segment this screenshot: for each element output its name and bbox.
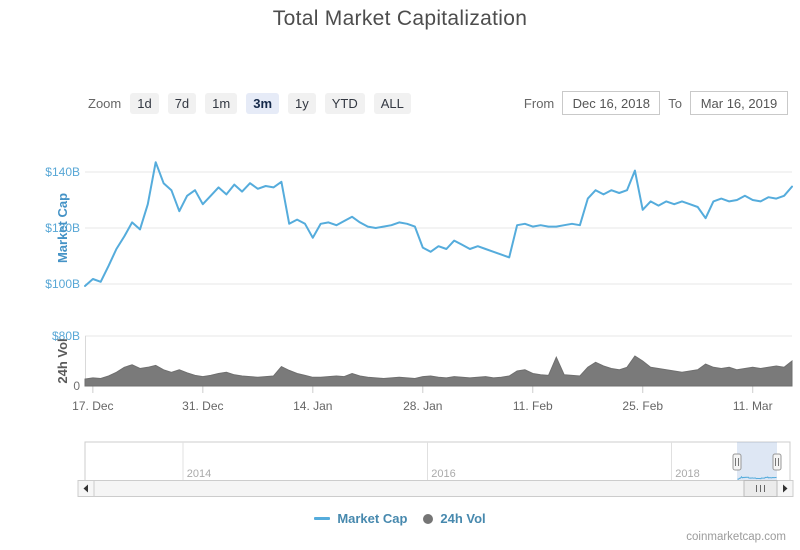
date-range-group: From To xyxy=(516,91,788,115)
legend-item-market-cap[interactable]: Market Cap xyxy=(314,511,407,526)
legend-label: Market Cap xyxy=(337,511,408,526)
zoom-buttons: 1d 7d 1m 3m 1y YTD ALL xyxy=(130,92,420,114)
zoom-range-group: Zoom 1d 7d 1m 3m 1y YTD ALL xyxy=(88,92,420,114)
to-date-input[interactable] xyxy=(690,91,788,115)
zoom-button-3m[interactable]: 3m xyxy=(246,92,280,114)
scrollbar-left-arrow-icon xyxy=(83,484,88,493)
x-axis-tick-label: 14. Jan xyxy=(293,399,332,413)
legend-line-icon xyxy=(314,517,331,520)
page-title: Total Market Capitalization xyxy=(272,7,528,30)
to-label: To xyxy=(668,95,682,111)
navigator-handle-right[interactable] xyxy=(772,453,782,471)
zoom-button-ytd[interactable]: YTD xyxy=(324,92,365,114)
x-axis-tick-label: 25. Feb xyxy=(622,399,663,413)
marketcap-ytick-label: $140B xyxy=(45,165,80,179)
x-axis-tick-label: 11. Mar xyxy=(733,399,773,413)
legend-label: 24h Vol xyxy=(440,511,486,526)
navigator-mini-series xyxy=(737,475,777,480)
zoom-label: Zoom xyxy=(88,95,122,111)
x-axis-tick-label: 31. Dec xyxy=(182,399,223,413)
chart-controls: Zoom 1d 7d 1m 3m 1y YTD ALL From To xyxy=(88,90,788,116)
zoom-button-7d[interactable]: 7d xyxy=(167,92,197,114)
zoom-button-1y[interactable]: 1y xyxy=(288,92,316,114)
navigator-year-label: 2014 xyxy=(187,468,211,480)
volume-area-series xyxy=(84,355,793,387)
marketcap-axis-title: Market Cap xyxy=(55,193,70,263)
from-label: From xyxy=(523,95,555,111)
legend-item-24h-vol[interactable]: 24h Vol xyxy=(423,511,486,526)
zoom-button-all[interactable]: ALL xyxy=(373,92,411,114)
navigator-handle-left[interactable] xyxy=(732,453,742,471)
volume-ytick-label: 0 xyxy=(73,379,80,393)
chart-legend: Market Cap 24h Vol xyxy=(0,511,800,526)
zoom-button-1m[interactable]: 1m xyxy=(205,92,238,114)
marketcap-line-series xyxy=(84,161,793,287)
x-axis-tick-label: 11. Feb xyxy=(513,399,553,413)
volume-ytick-label: $80B xyxy=(52,329,80,343)
x-axis-tick-label: 28. Jan xyxy=(403,399,442,413)
navigator-year-label: 2016 xyxy=(431,468,455,480)
from-date-input[interactable] xyxy=(562,91,661,115)
marketcap-ytick-label: $100B xyxy=(45,277,80,291)
marketcap-ytick-label: $120B xyxy=(45,221,80,235)
legend-circle-icon xyxy=(423,513,434,524)
scrollbar-track[interactable] xyxy=(93,480,778,497)
volume-axis-title: 24h Vol xyxy=(55,338,70,383)
watermark: coinmarketcap.com xyxy=(686,531,786,543)
scrollbar-right-arrow-icon xyxy=(783,484,788,493)
x-axis-tick-label: 17. Dec xyxy=(72,399,113,413)
navigator-year-label: 2018 xyxy=(675,468,699,480)
zoom-button-1d[interactable]: 1d xyxy=(130,92,159,114)
navigator-selection[interactable] xyxy=(737,442,777,481)
